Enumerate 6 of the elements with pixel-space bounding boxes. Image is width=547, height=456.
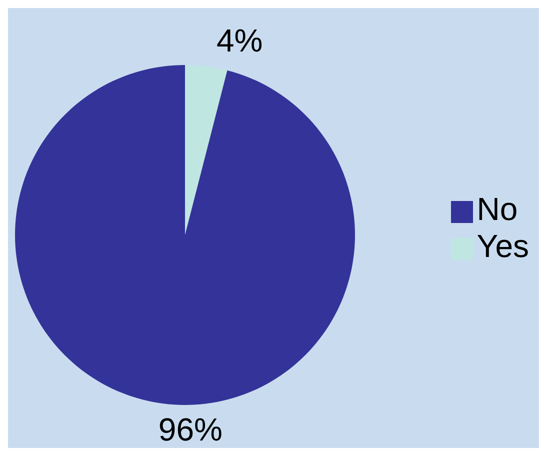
data-label: 4% <box>216 22 263 59</box>
legend-label: No <box>476 191 518 227</box>
pie-slice <box>15 65 355 405</box>
pie-slice <box>185 65 228 235</box>
legend-label: Yes <box>476 228 529 264</box>
data-label: 96% <box>158 411 222 448</box>
